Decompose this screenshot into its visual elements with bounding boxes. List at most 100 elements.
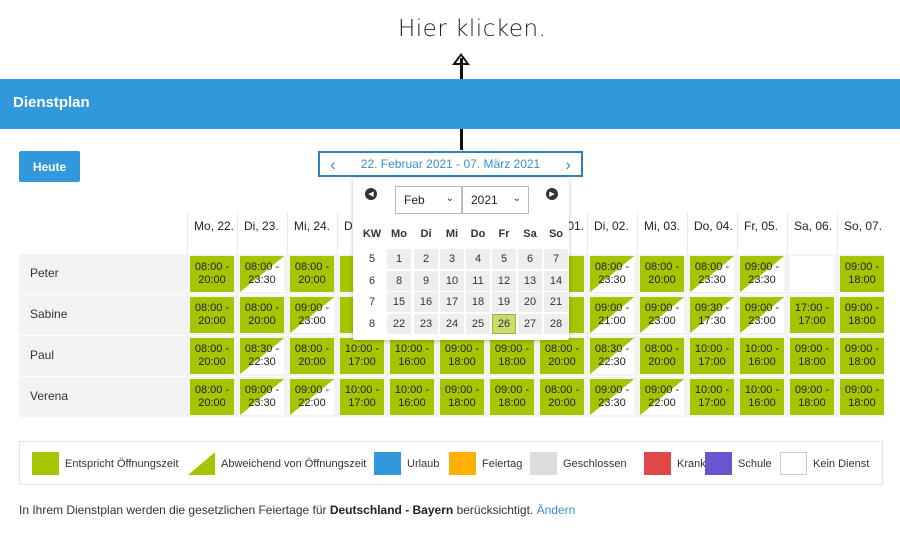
shift-cell[interactable]: 08:00 -23:30 bbox=[240, 256, 284, 292]
shift-cell[interactable]: 10:00 -17:00 bbox=[690, 338, 734, 374]
shift-cell[interactable]: 09:00 -18:00 bbox=[490, 379, 534, 415]
calendar-day-selected[interactable]: 26 bbox=[492, 314, 516, 334]
shift-cell[interactable]: 08:00 -23:30 bbox=[690, 256, 734, 292]
calendar-day[interactable]: 8 bbox=[387, 271, 411, 291]
shift-start: 08:00 - bbox=[544, 343, 580, 355]
circle-prev-icon[interactable]: ◀ bbox=[365, 188, 377, 200]
shift-cell[interactable]: 10:00 -17:00 bbox=[690, 379, 734, 415]
legend-label: Abweichend von Öffnungszeit bbox=[221, 457, 367, 470]
calendar-day[interactable]: 10 bbox=[440, 271, 464, 291]
shift-cell[interactable]: 09:00 -22:00 bbox=[640, 379, 684, 415]
shift-cell[interactable]: 10:00 -16:00 bbox=[390, 338, 434, 374]
today-button[interactable]: Heute bbox=[19, 151, 80, 182]
calendar-day[interactable]: 12 bbox=[492, 271, 516, 291]
shift-cell[interactable]: 08:30 -22:30 bbox=[590, 338, 634, 374]
shift-cell[interactable]: 08:00 -20:00 bbox=[640, 256, 684, 292]
week-number: 7 bbox=[368, 296, 376, 308]
shift-start: 08:00 - bbox=[294, 261, 330, 273]
shift-cell[interactable]: 09:00 -18:00 bbox=[840, 256, 884, 292]
calendar-day[interactable]: 16 bbox=[414, 292, 438, 312]
calendar-day[interactable]: 2 bbox=[414, 249, 438, 269]
calendar-day[interactable]: 20 bbox=[518, 292, 542, 312]
shift-cell[interactable]: 08:00 -20:00 bbox=[540, 379, 584, 415]
page-title: Dienstplan bbox=[13, 94, 90, 111]
shift-cell[interactable]: 09:00 -23:30 bbox=[240, 379, 284, 415]
calendar-day[interactable]: 7 bbox=[544, 249, 568, 269]
month-select[interactable]: Feb ⌄ bbox=[395, 186, 462, 214]
calendar-day[interactable]: 25 bbox=[466, 314, 490, 334]
date-range-label[interactable]: 22. Februar 2021 - 07. März 2021 bbox=[360, 157, 541, 171]
shift-cell[interactable]: 10:00 -17:00 bbox=[340, 379, 384, 415]
schedule-row: Paul 08:00 -20:00 08:30 -22:30 08:00 -20:00… bbox=[19, 336, 884, 377]
shift-cell[interactable]: 09:00 -18:00 bbox=[790, 379, 834, 415]
shift-cell[interactable]: 08:00 -20:00 bbox=[290, 338, 334, 374]
calendar-day[interactable]: 22 bbox=[387, 314, 411, 334]
calendar-day[interactable]: 19 bbox=[492, 292, 516, 312]
calendar-day[interactable]: 1 bbox=[387, 249, 411, 269]
date-range-picker[interactable]: ‹ 22. Februar 2021 - 07. März 2021 › bbox=[318, 151, 583, 177]
shift-start: 09:00 - bbox=[494, 343, 530, 355]
shift-cell[interactable]: 08:00 -20:00 bbox=[190, 256, 234, 292]
shift-cell[interactable]: 09:00 -23:00 bbox=[640, 297, 684, 333]
calendar-day[interactable]: 23 bbox=[414, 314, 438, 334]
chevron-left-icon[interactable]: ‹ bbox=[330, 154, 336, 174]
calendar-day[interactable]: 17 bbox=[440, 292, 464, 312]
shift-cell[interactable]: 08:00 -20:00 bbox=[190, 379, 234, 415]
shift-cell[interactable]: 09:00 -22:00 bbox=[290, 379, 334, 415]
change-region-link[interactable]: Ändern bbox=[536, 503, 576, 517]
calendar-day[interactable]: 4 bbox=[466, 249, 490, 269]
shift-cell[interactable]: 09:00 -23:00 bbox=[290, 297, 334, 333]
calendar-day[interactable]: 14 bbox=[544, 271, 568, 291]
calendar-day[interactable]: 9 bbox=[414, 271, 438, 291]
calendar-day[interactable]: 5 bbox=[492, 249, 516, 269]
shift-cell[interactable]: 09:00 -23:00 bbox=[740, 297, 784, 333]
shift-cell[interactable]: 08:00 -23:30 bbox=[590, 256, 634, 292]
shift-cell[interactable]: 10:00 -16:00 bbox=[740, 338, 784, 374]
shift-cell[interactable]: 09:00 -18:00 bbox=[840, 338, 884, 374]
shift-cell[interactable]: 08:00 -20:00 bbox=[640, 338, 684, 374]
calendar-day[interactable]: 15 bbox=[387, 292, 411, 312]
shift-end: 20:00 bbox=[198, 315, 226, 327]
shift-cell[interactable]: 09:00 -18:00 bbox=[790, 338, 834, 374]
shift-start: 09:00 - bbox=[294, 384, 330, 396]
shift-cell[interactable] bbox=[790, 256, 834, 292]
shift-cell[interactable]: 08:00 -20:00 bbox=[190, 338, 234, 374]
shift-cell[interactable]: 17:00 -17:00 bbox=[790, 297, 834, 333]
shift-cell[interactable]: 08:00 -20:00 bbox=[240, 297, 284, 333]
year-select[interactable]: 2021 ⌄ bbox=[462, 186, 529, 214]
shift-cell[interactable]: 10:00 -17:00 bbox=[340, 338, 384, 374]
legend-swatch bbox=[374, 452, 401, 475]
annotation-text: Hier klicken. bbox=[398, 16, 547, 42]
calendar-day[interactable]: 21 bbox=[544, 292, 568, 312]
shift-cell[interactable]: 08:00 -20:00 bbox=[540, 338, 584, 374]
calendar-day[interactable]: 6 bbox=[518, 249, 542, 269]
shift-cell[interactable]: 09:00 -23:30 bbox=[590, 379, 634, 415]
shift-cell[interactable]: 09:00 -18:00 bbox=[490, 338, 534, 374]
chevron-right-icon[interactable]: › bbox=[565, 154, 571, 174]
calendar-day[interactable]: 11 bbox=[466, 271, 490, 291]
shift-start: 10:00 - bbox=[744, 384, 780, 396]
shift-cell[interactable]: 09:00 -18:00 bbox=[440, 338, 484, 374]
shift-cell[interactable]: 09:00 -18:00 bbox=[840, 297, 884, 333]
calendar-day[interactable]: 13 bbox=[518, 271, 542, 291]
shift-start: 08:00 - bbox=[194, 261, 230, 273]
shift-cell[interactable]: 09:00 -18:00 bbox=[840, 379, 884, 415]
shift-cell[interactable]: 08:00 -20:00 bbox=[190, 297, 234, 333]
calendar-day[interactable]: 3 bbox=[440, 249, 464, 269]
shift-cell[interactable]: 10:00 -16:00 bbox=[740, 379, 784, 415]
shift-cell[interactable]: 08:00 -20:00 bbox=[290, 256, 334, 292]
shift-cell[interactable]: 09:00 -18:00 bbox=[440, 379, 484, 415]
shift-cell[interactable]: 10:00 -16:00 bbox=[390, 379, 434, 415]
shift-cell[interactable]: 08:30 -22:30 bbox=[240, 338, 284, 374]
shift-cell[interactable]: 09:00 -23:30 bbox=[740, 256, 784, 292]
calendar-day[interactable]: 18 bbox=[466, 292, 490, 312]
shift-cell[interactable]: 09:00 -21:00 bbox=[590, 297, 634, 333]
circle-next-icon[interactable]: ▶ bbox=[546, 188, 558, 200]
shift-start: 08:00 - bbox=[194, 384, 230, 396]
shift-start: 08:00 - bbox=[244, 261, 280, 273]
calendar-day[interactable]: 28 bbox=[544, 314, 568, 334]
shift-cell[interactable]: 09:30 -17:30 bbox=[690, 297, 734, 333]
calendar-day[interactable]: 24 bbox=[440, 314, 464, 334]
shift-end: 16:00 bbox=[748, 356, 776, 368]
calendar-day[interactable]: 27 bbox=[518, 314, 542, 334]
